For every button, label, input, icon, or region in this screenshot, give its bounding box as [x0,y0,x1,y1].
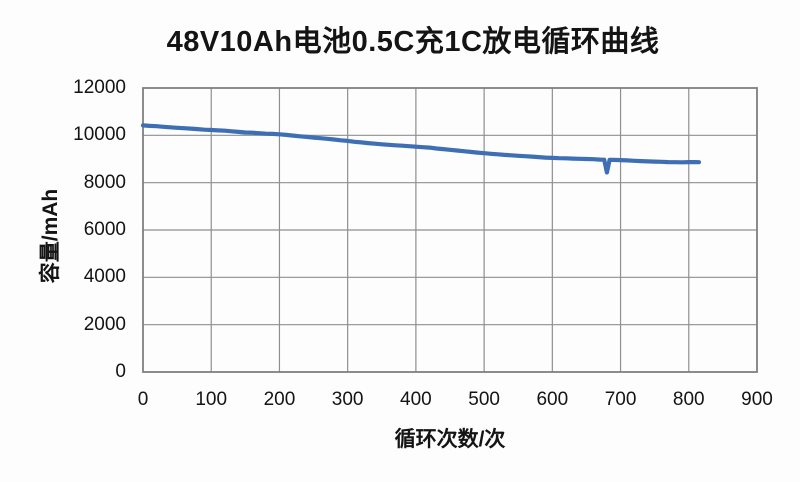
x-tick-label: 500 [468,389,500,410]
x-tick-label: 800 [672,389,705,410]
y-tick-label: 2000 [83,313,126,335]
x-tick-label: 700 [604,389,637,410]
x-tick-label: 200 [263,389,296,410]
y-tick-label: 6000 [83,219,126,240]
plot-frame [142,87,758,373]
x-tick-label: 100 [195,389,228,410]
x-tick-label: 0 [137,389,149,410]
data-series-line [140,123,702,175]
x-tick-label: 300 [331,389,364,410]
y-tick-label: 4000 [83,266,126,288]
chart-title: 48V10Ah电池0.5C充1C放电循环曲线 [166,26,660,58]
x-tick-label: 900 [741,389,773,410]
x-axis-title: 循环次数/次 [394,428,506,451]
x-tick-label: 400 [400,389,432,410]
y-tick-label: 0 [115,361,126,382]
y-tick-label: 10000 [73,124,126,146]
y-tick-label: 8000 [83,171,126,193]
x-tick-label: 600 [536,389,569,410]
y-tick-label: 12000 [73,77,126,98]
